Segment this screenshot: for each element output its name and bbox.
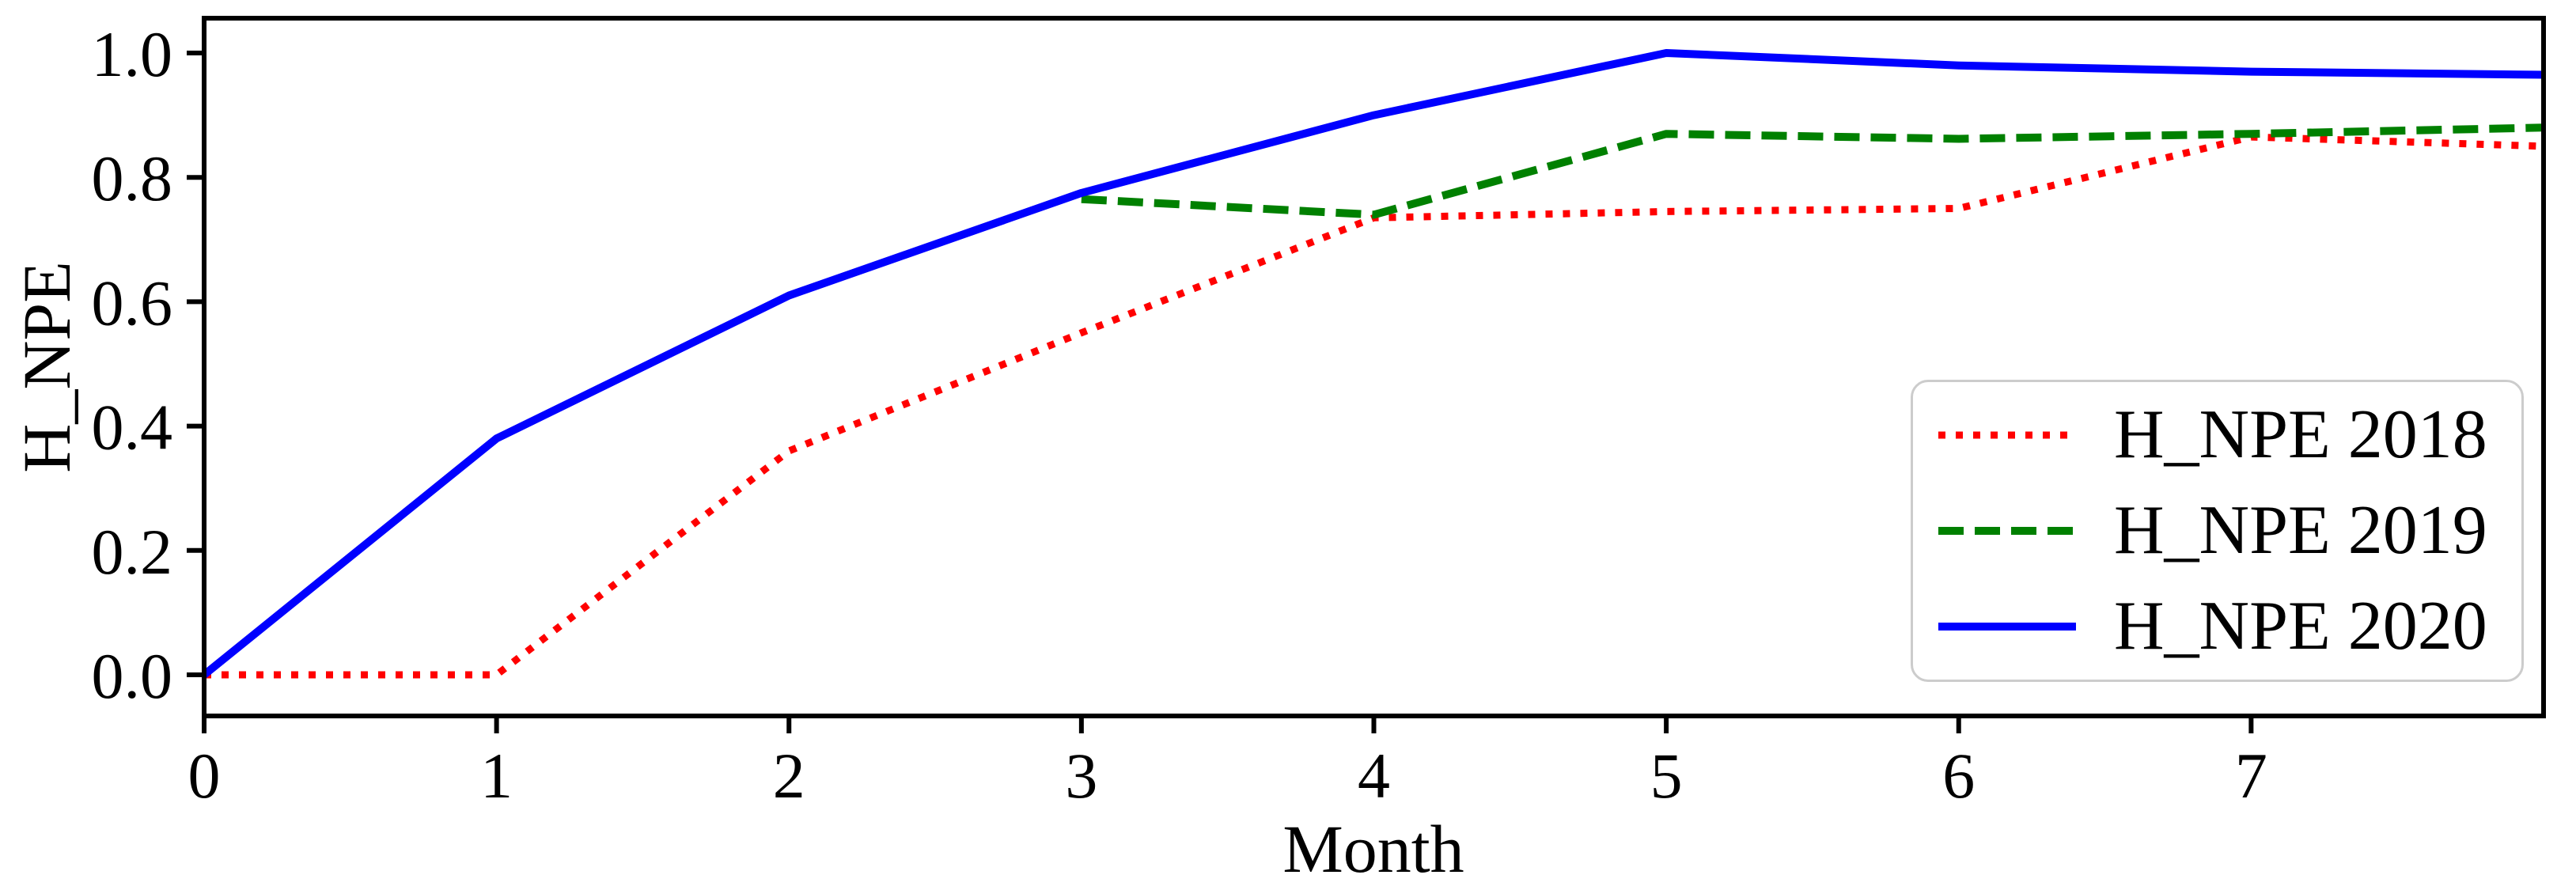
series-line-h-npe-2019 [1081,123,2544,219]
axis-tick-labels: 0 1 2 3 4 5 6 7 0.0 0.2 0.4 0.6 0.8 1.0 [92,18,2267,812]
y-tick-label: 0.4 [92,392,173,464]
legend-line-sample [1938,526,2076,535]
y-tick-label: 0.8 [92,142,173,214]
x-tick-label: 2 [773,740,805,812]
series-lines [201,49,2544,679]
x-axis-label: Month [1282,811,1464,887]
x-tick-label: 0 [188,740,221,812]
legend: H_NPE 2018 H_NPE 2019 H_NPE 2020 [1911,380,2524,682]
axis-ticks [187,51,2254,733]
y-axis-label: H_NPE [9,261,85,473]
x-tick-label: 4 [1358,740,1390,812]
y-tick-label: 1.0 [92,18,173,90]
y-tick-label: 0.6 [92,267,173,339]
series-line-h-npe-2020 [201,49,2544,678]
x-tick-label: 7 [2235,740,2267,812]
x-tick-label: 5 [1650,740,1683,812]
legend-line-sample [1938,623,2076,631]
legend-label: H_NPE 2018 [2114,396,2487,473]
legend-entry-h-npe-2018: H_NPE 2018 [1937,388,2521,483]
legend-label: H_NPE 2020 [2114,588,2487,665]
y-tick-label: 0.2 [92,516,173,588]
legend-entry-h-npe-2019: H_NPE 2019 [1937,483,2521,578]
x-tick-label: 3 [1065,740,1097,812]
legend-line-sample [1938,431,2076,439]
legend-entry-h-npe-2020: H_NPE 2020 [1937,579,2521,674]
y-tick-label: 0.0 [92,640,173,712]
x-tick-label: 1 [480,740,513,812]
x-tick-label: 6 [1942,740,1975,812]
legend-label: H_NPE 2019 [2114,491,2487,569]
